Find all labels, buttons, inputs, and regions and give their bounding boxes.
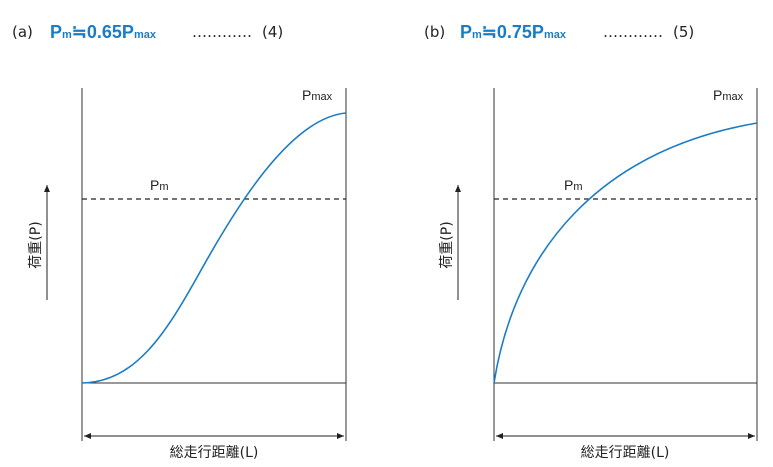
text-part: max [311,91,332,103]
x-axis-label: 総走行距離(L) [170,444,259,461]
y-axis-label: 荷重(P) [439,221,455,268]
leader: ………… [192,23,252,41]
y-axis-label: 荷重(P) [28,221,44,268]
leader: ………… [603,23,663,41]
text-part: P [150,177,159,193]
text-part: P [460,22,472,42]
load-curve [493,122,758,384]
text-part: P [713,87,722,103]
load-curve [81,112,347,384]
text-part: max [134,29,157,41]
text-part: P [564,177,573,193]
panel-label: (a) [12,23,33,41]
text-part: m [159,181,168,193]
text-part: m [573,181,582,193]
text-part: max [722,91,743,103]
text-part: P [50,22,62,42]
text-part: m [472,29,482,41]
formula: Pm≒0.75Pmax [460,22,567,42]
panel-a: (a) Pm≒0.65Pmax ………… (4) 総走行距離(L) 荷重(P) … [12,22,347,461]
equation-number: (4) [262,23,283,41]
pm-label: Pm [150,177,169,193]
equation-number: (5) [673,23,694,41]
text-part: ≒0.75P [482,22,544,42]
pmax-label: Pmax [302,87,333,103]
text-part: m [62,29,72,41]
x-axis-label: 総走行距離(L) [581,444,670,461]
formula: Pm≒0.65Pmax [50,22,157,42]
panel-b: (b) Pm≒0.75Pmax ………… (5) 総走行距離(L) 荷重(P) … [424,22,758,461]
text-part: ≒0.65P [72,22,134,42]
pmax-label: Pmax [713,87,744,103]
panel-label: (b) [424,23,445,41]
pm-label: Pm [564,177,583,193]
text-part: P [302,87,311,103]
text-part: max [544,29,567,41]
